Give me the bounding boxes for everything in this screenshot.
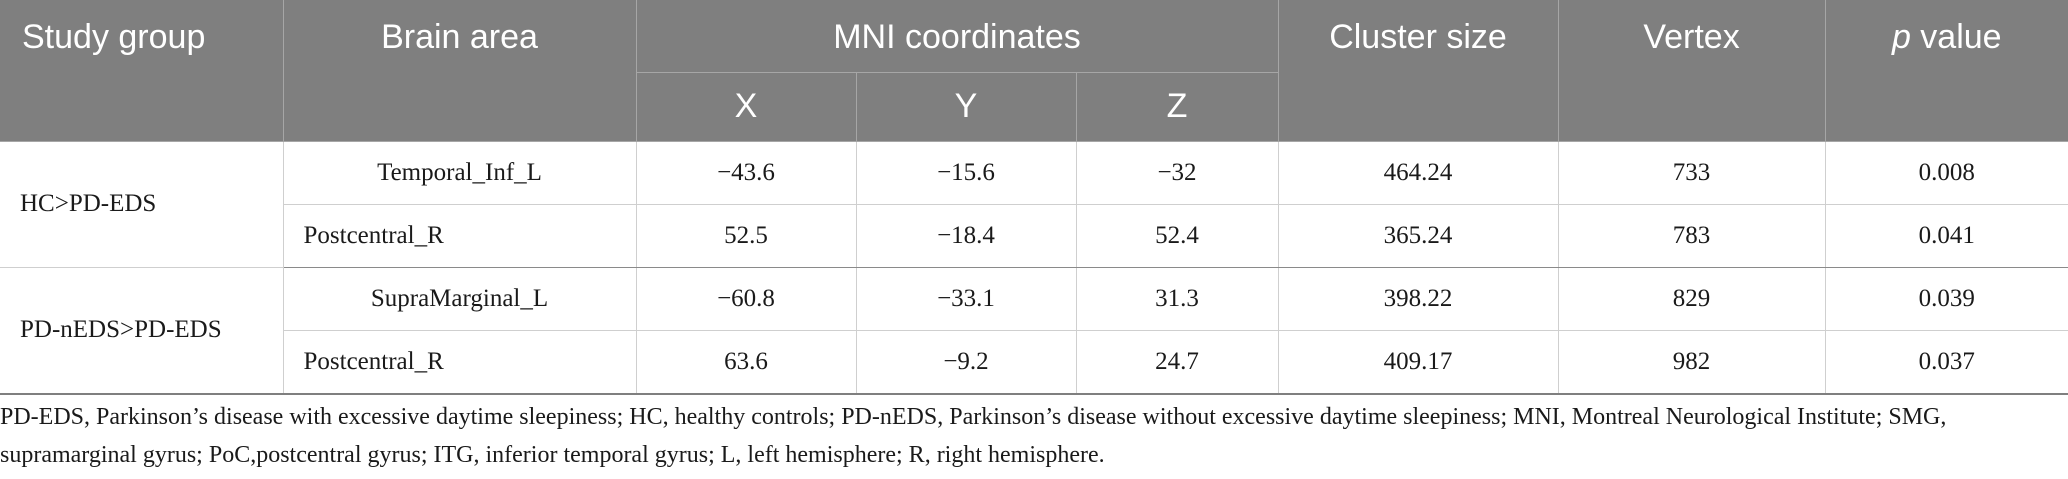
results-table: Study group Brain area MNI coordinates C… [0, 0, 2068, 395]
table-footnote: PD-EDS, Parkinson’s disease with excessi… [0, 404, 1947, 468]
table-body: HC>PD-EDS Temporal_Inf_L −43.6 −15.6 −32… [0, 141, 2068, 395]
table-row: Postcentral_R 52.5 −18.4 52.4 365.24 783… [0, 204, 2068, 268]
mni-y-cell: −15.6 [855, 141, 1077, 205]
header-p-value: p value [1824, 0, 2068, 142]
header-y: Y [855, 72, 1077, 142]
mni-y-cell: −33.1 [855, 267, 1077, 331]
p-value-cell: 0.041 [1824, 204, 2068, 268]
p-value-cell: 0.037 [1824, 330, 2068, 395]
p-value-cell: 0.008 [1824, 141, 2068, 205]
brain-area-cell: Postcentral_R [283, 330, 637, 395]
mni-y-cell: −9.2 [855, 330, 1077, 395]
study-group-cell: PD-nEDS>PD-EDS [0, 267, 284, 395]
p-value-cell: 0.039 [1824, 267, 2068, 331]
header-study-group: Study group [0, 0, 284, 142]
brain-area-cell: SupraMarginal_L [282, 267, 637, 331]
mni-x-cell: 52.5 [635, 204, 857, 268]
header-x: X [636, 72, 857, 142]
vertex-cell: 733 [1557, 141, 1826, 205]
header-vertex: Vertex [1557, 0, 1826, 142]
mni-z-cell: 24.7 [1075, 330, 1279, 395]
brain-area-cell: Temporal_Inf_L [282, 141, 637, 205]
study-group-cell: HC>PD-EDS [0, 141, 284, 268]
cluster-size-cell: 464.24 [1277, 141, 1559, 205]
vertex-cell: 829 [1557, 267, 1826, 331]
brain-area-cell: Postcentral_R [283, 204, 637, 268]
table-row: HC>PD-EDS Temporal_Inf_L −43.6 −15.6 −32… [0, 141, 2068, 268]
mni-z-cell: 52.4 [1075, 204, 1279, 268]
table-header: Study group Brain area MNI coordinates C… [0, 0, 2068, 142]
cluster-size-cell: 409.17 [1277, 330, 1559, 395]
cluster-size-cell: 398.22 [1277, 267, 1559, 331]
header-brain-area: Brain area [282, 0, 637, 142]
header-p-italic: p [1891, 18, 1911, 56]
header-mni-coordinates: MNI coordinates [635, 0, 1279, 73]
mni-z-cell: 31.3 [1075, 267, 1279, 331]
cluster-size-cell: 365.24 [1277, 204, 1559, 268]
mni-x-cell: 63.6 [635, 330, 857, 395]
table-row: PD-nEDS>PD-EDS SupraMarginal_L −60.8 −33… [0, 267, 2068, 395]
mni-y-cell: −18.4 [855, 204, 1077, 268]
table-row: Postcentral_R 63.6 −9.2 24.7 409.17 982 … [0, 330, 2068, 395]
header-z: Z [1075, 72, 1279, 142]
vertex-cell: 982 [1557, 330, 1826, 395]
header-cluster-size: Cluster size [1277, 0, 1559, 142]
vertex-cell: 783 [1557, 204, 1826, 268]
header-p-rest: value [1910, 18, 2002, 56]
mni-x-cell: −60.8 [635, 267, 857, 331]
mni-z-cell: −32 [1075, 141, 1279, 205]
mni-x-cell: −43.6 [635, 141, 857, 205]
